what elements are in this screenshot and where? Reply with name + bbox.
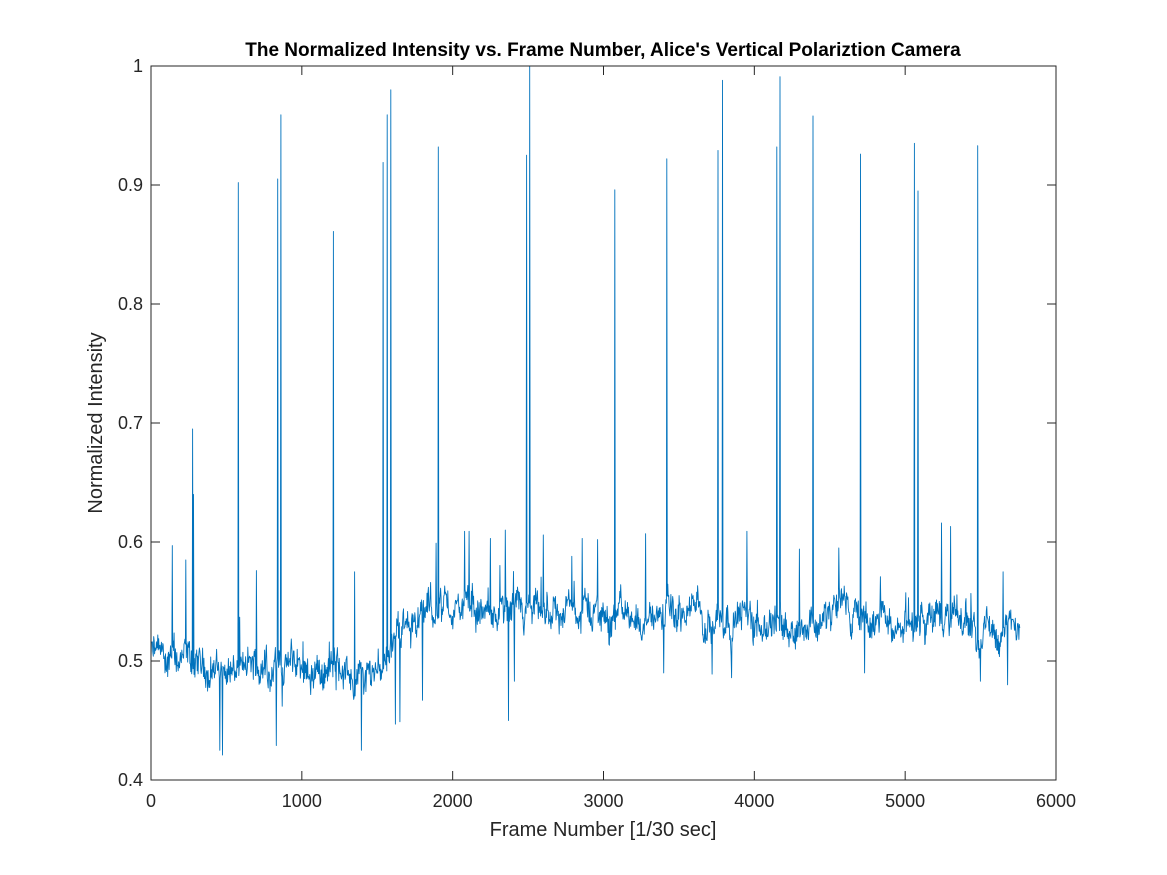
series-line-normalized-intensity (150, 65, 1021, 756)
x-tick-label: 4000 (734, 791, 774, 811)
y-axis: 0.4 0.5 0.6 0.7 0.8 0.9 1 (118, 56, 1056, 790)
x-tick-label: 3000 (583, 791, 623, 811)
y-tick-label: 0.8 (118, 294, 143, 314)
x-tick-label: 6000 (1036, 791, 1076, 811)
x-tick-label: 5000 (885, 791, 925, 811)
plot-area (150, 65, 1021, 756)
x-tick-label: 0 (146, 791, 156, 811)
y-tick-label: 0.9 (118, 175, 143, 195)
y-tick-label: 0.4 (118, 770, 143, 790)
y-axis-label: Normalized Intensity (85, 332, 107, 513)
chart-title: The Normalized Intensity vs. Frame Numbe… (245, 40, 961, 61)
y-tick-label: 0.7 (118, 413, 143, 433)
x-axis-label: Frame Number [1/30 sec] (490, 819, 717, 841)
x-axis: 0 1000 2000 3000 4000 5000 6000 (146, 66, 1076, 811)
y-tick-label: 1 (133, 56, 143, 76)
y-tick-label: 0.6 (118, 532, 143, 552)
y-tick-label: 0.5 (118, 651, 143, 671)
x-tick-label: 1000 (282, 791, 322, 811)
x-tick-label: 2000 (433, 791, 473, 811)
